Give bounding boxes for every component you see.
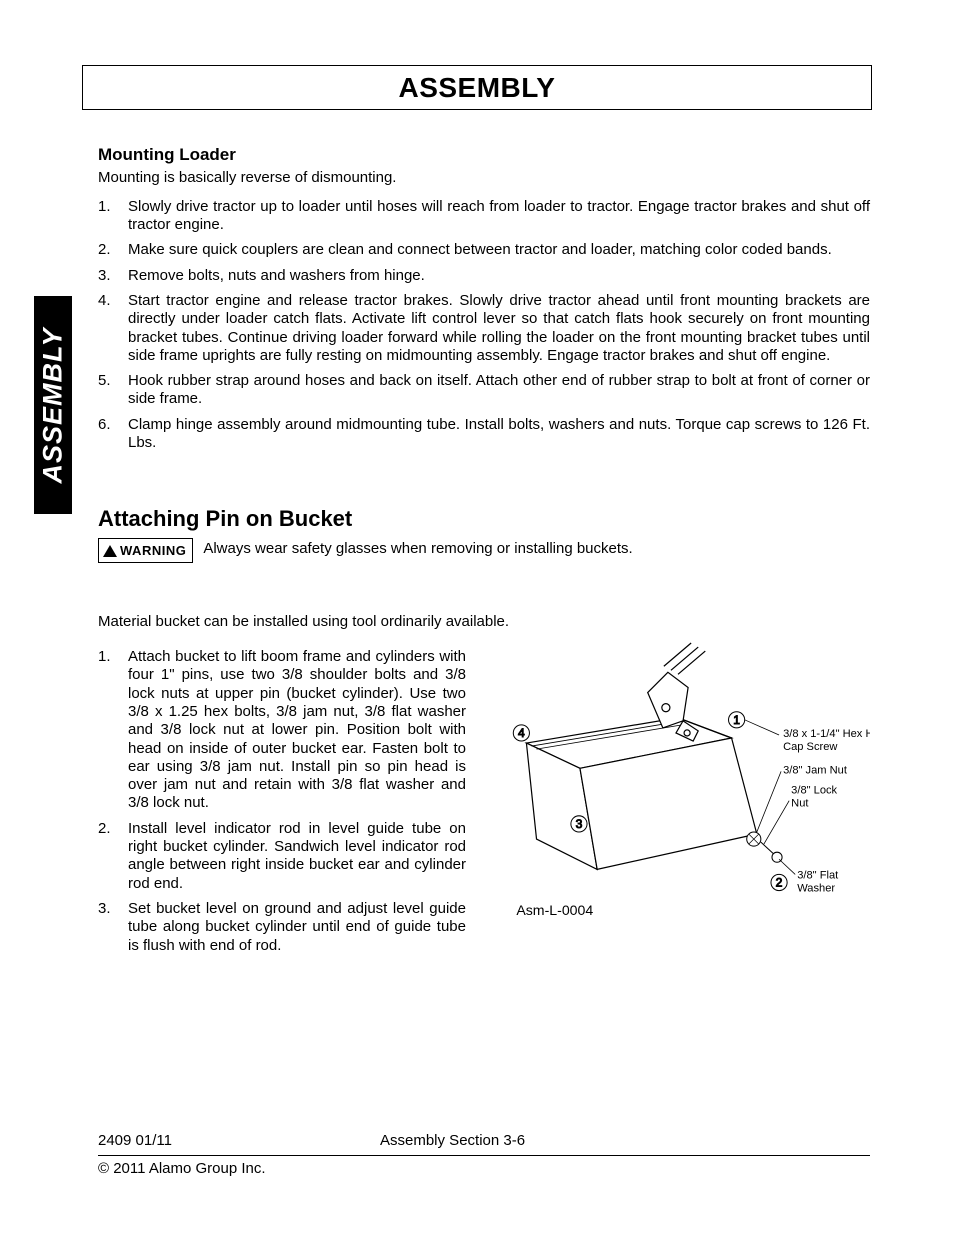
page-header-frame: ASSEMBLY [82, 65, 872, 110]
diagram-label-3a: 3/8" Lock [791, 785, 837, 797]
page-footer: 2409 01/11 Assembly Section 3-6 [98, 1132, 870, 1149]
bucket-diagram: 1 2 3 4 3/8 x 1-1/4" Hex Head [486, 642, 870, 945]
page-content: Mounting Loader Mounting is basically re… [98, 145, 870, 962]
diagram-label-2: 3/8" Jam Nut [783, 764, 847, 776]
warning-triangle-icon [103, 545, 117, 557]
diagram-label-1a: 3/8 x 1-1/4" Hex Head [783, 728, 870, 740]
heading-mounting-loader: Mounting Loader [98, 145, 870, 165]
list-item: Start tractor engine and release tractor… [98, 292, 870, 365]
list-item: Clamp hinge assembly around midmounting … [98, 416, 870, 453]
heading-attaching-pin: Attaching Pin on Bucket [98, 506, 870, 532]
list-item: Hook rubber strap around hoses and back … [98, 372, 870, 409]
warning-badge: WARNING [98, 538, 193, 563]
attaching-steps-list: Attach bucket to lift boom frame and cyl… [98, 648, 466, 955]
list-item: Make sure quick couplers are clean and c… [98, 241, 870, 259]
diagram-label-4a: 3/8" Flat [797, 870, 838, 882]
list-item: Attach bucket to lift boom frame and cyl… [98, 648, 466, 813]
footer-doc-id: 2409 01/11 [98, 1132, 378, 1149]
diagram-label-1b: Cap Screw [783, 741, 838, 753]
list-item: Install level indicator rod in level gui… [98, 820, 466, 893]
callout-4: 4 [518, 726, 525, 740]
list-item: Slowly drive tractor up to loader until … [98, 198, 870, 235]
column-left: Attach bucket to lift boom frame and cyl… [98, 642, 466, 962]
diagram-label-4b: Washer [797, 883, 835, 895]
intro-mounting: Mounting is basically reverse of dismoun… [98, 169, 870, 188]
mounting-steps-list: Slowly drive tractor up to loader until … [98, 198, 870, 453]
section-tab: ASSEMBLY [34, 296, 72, 514]
diagram-label-3b: Nut [791, 798, 808, 810]
section-tab-label: ASSEMBLY [38, 327, 69, 483]
callout-1: 1 [733, 713, 740, 727]
list-item: Remove bolts, nuts and washers from hing… [98, 267, 870, 285]
callout-3: 3 [576, 817, 583, 831]
footer-section: Assembly Section 3-6 [378, 1132, 870, 1149]
intro-attaching: Material bucket can be installed using t… [98, 613, 870, 632]
list-item: Set bucket level on ground and adjust le… [98, 900, 466, 955]
warning-row: WARNING Always wear safety glasses when … [98, 538, 870, 563]
callout-2: 2 [776, 876, 783, 890]
copyright-line: © 2011 Alamo Group Inc. [98, 1155, 870, 1177]
page-title: ASSEMBLY [398, 72, 555, 104]
warning-label: WARNING [120, 543, 186, 558]
two-column-layout: Attach bucket to lift boom frame and cyl… [98, 642, 870, 962]
diagram-id: Asm-L-0004 [516, 902, 593, 918]
column-right: 1 2 3 4 3/8 x 1-1/4" Hex Head [486, 642, 870, 942]
warning-message: Always wear safety glasses when removing… [203, 538, 632, 559]
